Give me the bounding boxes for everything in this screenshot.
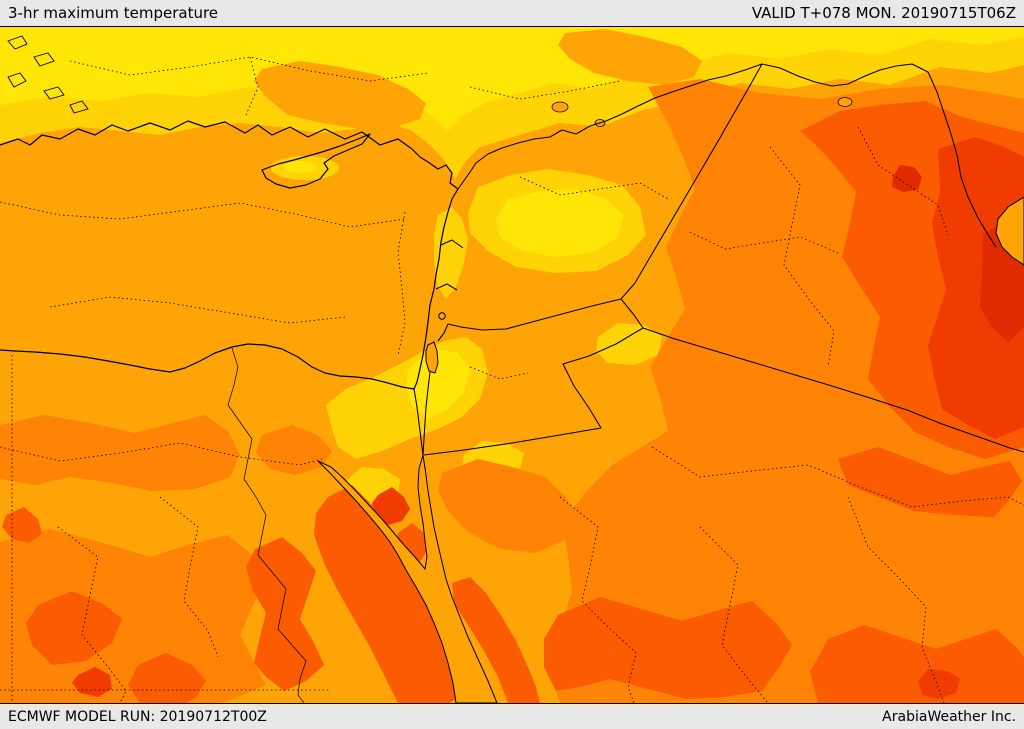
aegean-island-4 [43, 86, 65, 100]
temp-dark-orange-nw-egypt [0, 415, 240, 491]
admin-saudi-1 [651, 446, 1024, 508]
admin-turkey-1 [69, 56, 429, 82]
temp-red-spot-se-saudi [918, 669, 960, 699]
temp-orange-red-saudi-coast [452, 577, 540, 703]
temp-orange-red-saudi-se [810, 625, 1024, 703]
border-jordan-saudi [423, 327, 644, 456]
temperature-map [0, 27, 1024, 703]
red-sea-and-gulfs [317, 454, 498, 703]
brand-label: ArabiaWeather Inc. [882, 708, 1016, 725]
temperature-field [0, 27, 1024, 703]
admin-turkey-3 [245, 56, 259, 116]
border-jordan-river [437, 323, 449, 342]
temp-dark-orange-nw-saudi [438, 459, 578, 553]
temp-orange-central-anatolia [254, 61, 426, 129]
maritime-line-3 [397, 211, 406, 356]
border-israel-egypt [413, 388, 424, 456]
temp-red-east-iraq [928, 137, 1024, 439]
rivers [227, 347, 307, 703]
admin-saudi-4 [559, 496, 637, 703]
admin-saudi-3 [847, 496, 945, 703]
border-wadi-araba [422, 371, 431, 456]
aegean-island-2 [33, 52, 55, 67]
country-borders [413, 63, 1024, 456]
map-area [0, 26, 1024, 704]
temp-orange-red-west-egypt [2, 507, 42, 543]
lake-van [837, 97, 853, 107]
footer-bar: ECMWF MODEL RUN: 20190712T00Z ArabiaWeat… [0, 704, 1024, 729]
border-syria-iraq [620, 63, 763, 300]
islands [7, 35, 89, 114]
nile-river [227, 347, 307, 703]
admin-egypt-2 [57, 526, 127, 703]
temp-bright-yellow-syria-core [496, 189, 624, 257]
aegean-island-3 [7, 72, 27, 88]
model-run-label: ECMWF MODEL RUN: 20190712T00Z [8, 708, 267, 725]
temp-orange-east-anatolia [558, 29, 702, 85]
dead-sea [425, 341, 439, 374]
lake-tuz [551, 101, 569, 113]
temp-orange-red-sw-egypt-1 [26, 591, 122, 665]
temp-bright-yellow-north-band [0, 27, 1024, 131]
admin-iraq-1 [769, 146, 835, 368]
coastline-turkey-levant-egypt [0, 120, 459, 390]
admin-iraq-2 [689, 231, 839, 254]
persian-gulf [995, 196, 1024, 266]
temp-orange-red-north-saudi [838, 447, 1022, 517]
temp-red-spot-gulf-of-suez [372, 487, 410, 525]
border-turkey-south [457, 63, 929, 190]
temp-orange-red-sw-egypt-2 [128, 653, 206, 703]
valid-time-label: VALID T+078 MON. 20190715T06Z [751, 4, 1016, 22]
border-iraq-saudi [642, 327, 1024, 453]
border-lebanon-south [435, 283, 458, 291]
temp-red-spot-sw-egypt [72, 667, 112, 697]
temp-yellow-east-jordan [596, 323, 662, 365]
coastlines [0, 120, 459, 390]
temp-yellow-lebanon [434, 207, 468, 299]
temp-bright-yellow-jordan-core [406, 349, 470, 419]
header-bar: 3-hr maximum temperature VALID T+078 MON… [0, 0, 1024, 26]
sea-of-galilee [438, 312, 446, 320]
temp-deep-red-spot-north-iraq [892, 165, 922, 192]
admin-boundaries [0, 56, 1024, 703]
admin-iraq-3 [857, 126, 949, 236]
map-title: 3-hr maximum temperature [8, 4, 219, 22]
border-iraq-iran [927, 71, 997, 248]
border-lebanon-north [440, 239, 464, 249]
water-bodies [317, 97, 1024, 703]
aegean-island-5 [69, 100, 89, 114]
temp-bright-yellow-cyprus [284, 161, 316, 173]
maritime-line-2 [49, 296, 346, 324]
temp-dark-orange-cairo-suez [256, 425, 332, 475]
temp-orange-red-nile-valley [246, 537, 324, 691]
aegean-island-1 [7, 35, 28, 50]
border-syria-jordan [447, 298, 622, 331]
border-jordan-iraq [620, 298, 644, 329]
admin-egypt-1 [0, 442, 323, 466]
coastline-cyprus [261, 133, 371, 189]
temp-orange-red-saudi-center [544, 597, 792, 699]
temp-orange-red-eastern-desert [314, 485, 462, 703]
